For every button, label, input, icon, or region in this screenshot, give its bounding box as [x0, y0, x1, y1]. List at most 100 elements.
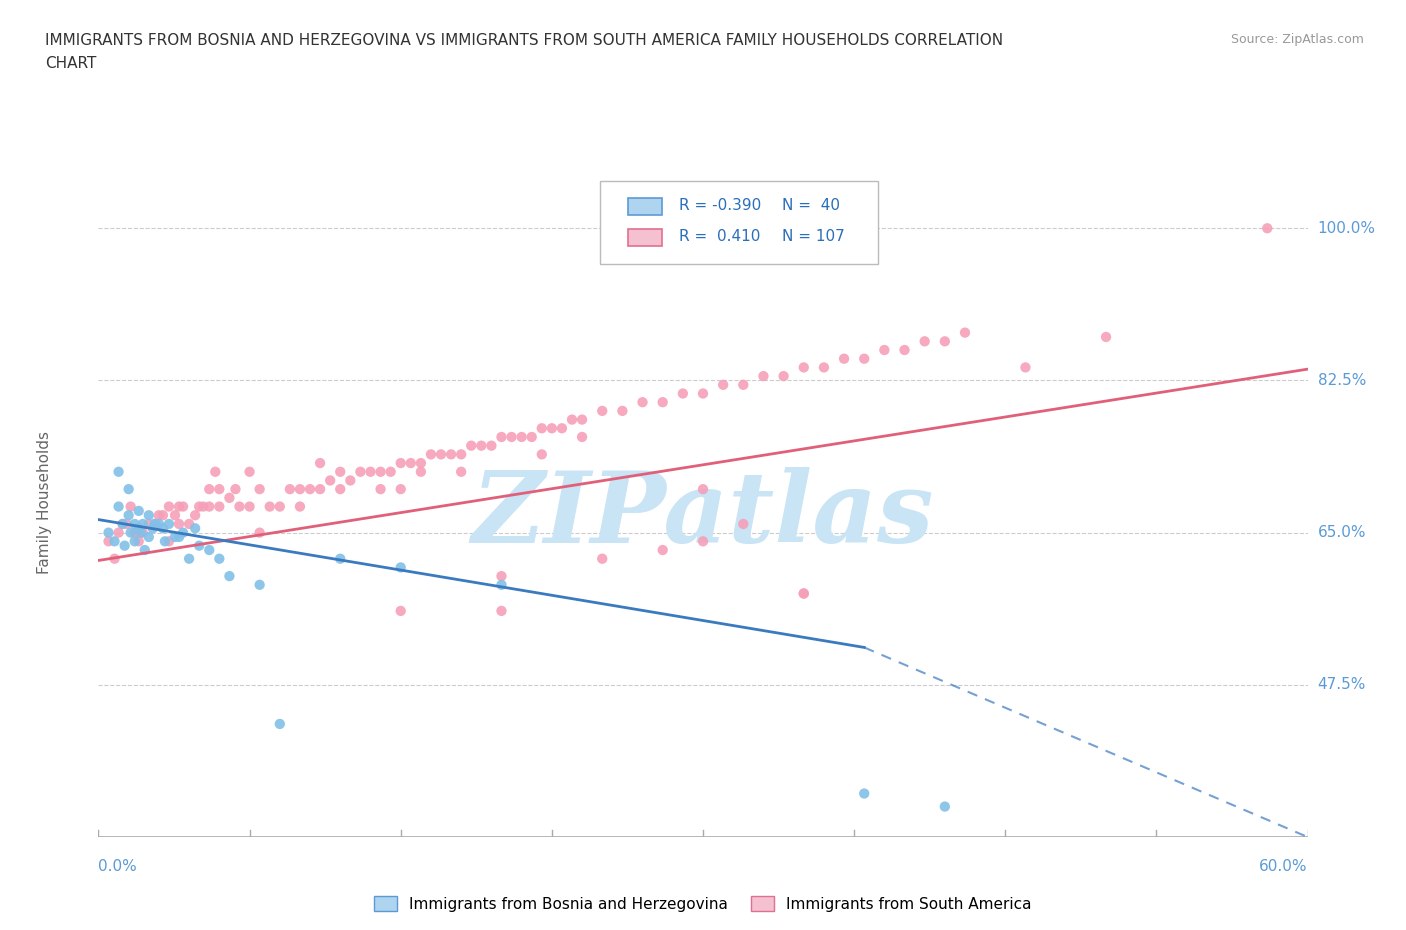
Point — [672, 386, 695, 401]
Text: IMMIGRANTS FROM BOSNIA AND HERZEGOVINA VS IMMIGRANTS FROM SOUTH AMERICA FAMILY H: IMMIGRANTS FROM BOSNIA AND HERZEGOVINA V… — [45, 33, 1002, 47]
Point — [120, 525, 142, 540]
Point — [329, 482, 352, 497]
Point — [128, 534, 150, 549]
Point — [711, 378, 734, 392]
Point — [107, 464, 129, 479]
Point — [204, 464, 226, 479]
Point — [873, 342, 896, 357]
Point — [148, 516, 170, 531]
Point — [198, 542, 221, 557]
Point — [450, 464, 472, 479]
FancyBboxPatch shape — [628, 229, 662, 246]
Text: R =  0.410: R = 0.410 — [679, 229, 761, 244]
Text: Family Households: Family Households — [37, 431, 52, 574]
Point — [409, 464, 432, 479]
Point — [389, 482, 412, 497]
Point — [138, 516, 160, 531]
Point — [491, 430, 513, 445]
Point — [152, 508, 174, 523]
Point — [571, 430, 593, 445]
Point — [157, 534, 180, 549]
Point — [259, 499, 281, 514]
Point — [370, 482, 392, 497]
Point — [530, 447, 553, 462]
Point — [309, 482, 332, 497]
Point — [692, 386, 714, 401]
Point — [172, 525, 194, 540]
Text: N = 107: N = 107 — [782, 229, 845, 244]
Point — [128, 525, 150, 540]
Point — [157, 516, 180, 531]
Point — [430, 447, 453, 462]
Text: 65.0%: 65.0% — [1317, 525, 1367, 540]
Point — [571, 412, 593, 427]
Point — [491, 578, 513, 592]
Point — [224, 482, 246, 497]
Point — [188, 538, 211, 553]
Point — [772, 368, 794, 383]
Text: 100.0%: 100.0% — [1317, 220, 1375, 236]
Point — [1095, 329, 1118, 344]
Point — [153, 534, 176, 549]
Point — [692, 482, 714, 497]
Point — [481, 438, 503, 453]
Point — [208, 482, 231, 497]
Point — [120, 499, 142, 514]
Point — [470, 438, 492, 453]
Point — [349, 464, 371, 479]
Text: Source: ZipAtlas.com: Source: ZipAtlas.com — [1230, 33, 1364, 46]
Point — [651, 542, 673, 557]
Point — [440, 447, 463, 462]
Point — [111, 516, 134, 531]
Point — [329, 551, 352, 566]
Text: 0.0%: 0.0% — [98, 858, 138, 874]
Point — [269, 716, 291, 731]
Point — [631, 394, 654, 409]
Point — [591, 404, 613, 418]
Text: ZIPatlas: ZIPatlas — [472, 468, 934, 564]
Point — [793, 360, 815, 375]
Point — [591, 551, 613, 566]
Point — [118, 508, 141, 523]
Point — [167, 529, 190, 544]
Point — [114, 538, 136, 553]
Point — [103, 534, 125, 549]
Point — [239, 464, 262, 479]
Point — [228, 499, 250, 514]
Point — [288, 499, 311, 514]
Text: 60.0%: 60.0% — [1260, 858, 1308, 874]
Legend: Immigrants from Bosnia and Herzegovina, Immigrants from South America: Immigrants from Bosnia and Herzegovina, … — [368, 889, 1038, 918]
Point — [163, 508, 186, 523]
Point — [177, 551, 201, 566]
Point — [450, 447, 472, 462]
Point — [853, 786, 876, 801]
Point — [124, 534, 146, 549]
Point — [370, 464, 392, 479]
Point — [97, 525, 120, 540]
Point — [177, 516, 201, 531]
Text: 47.5%: 47.5% — [1317, 677, 1367, 692]
Point — [124, 516, 146, 531]
Point — [733, 378, 755, 392]
Point — [218, 490, 240, 505]
Point — [793, 586, 815, 601]
Point — [132, 516, 155, 531]
Point — [148, 508, 170, 523]
Text: 82.5%: 82.5% — [1317, 373, 1367, 388]
Point — [510, 430, 533, 445]
Point — [142, 521, 165, 536]
Point — [278, 482, 301, 497]
Point — [793, 586, 815, 601]
Point — [97, 534, 120, 549]
Point — [239, 499, 262, 514]
Point — [269, 499, 291, 514]
Point — [198, 482, 221, 497]
Text: N =  40: N = 40 — [782, 198, 839, 213]
Point — [419, 447, 441, 462]
Point — [339, 473, 361, 488]
Point — [612, 404, 634, 418]
Point — [132, 525, 155, 540]
Point — [389, 604, 412, 618]
Point — [124, 525, 146, 540]
Point — [249, 525, 271, 540]
